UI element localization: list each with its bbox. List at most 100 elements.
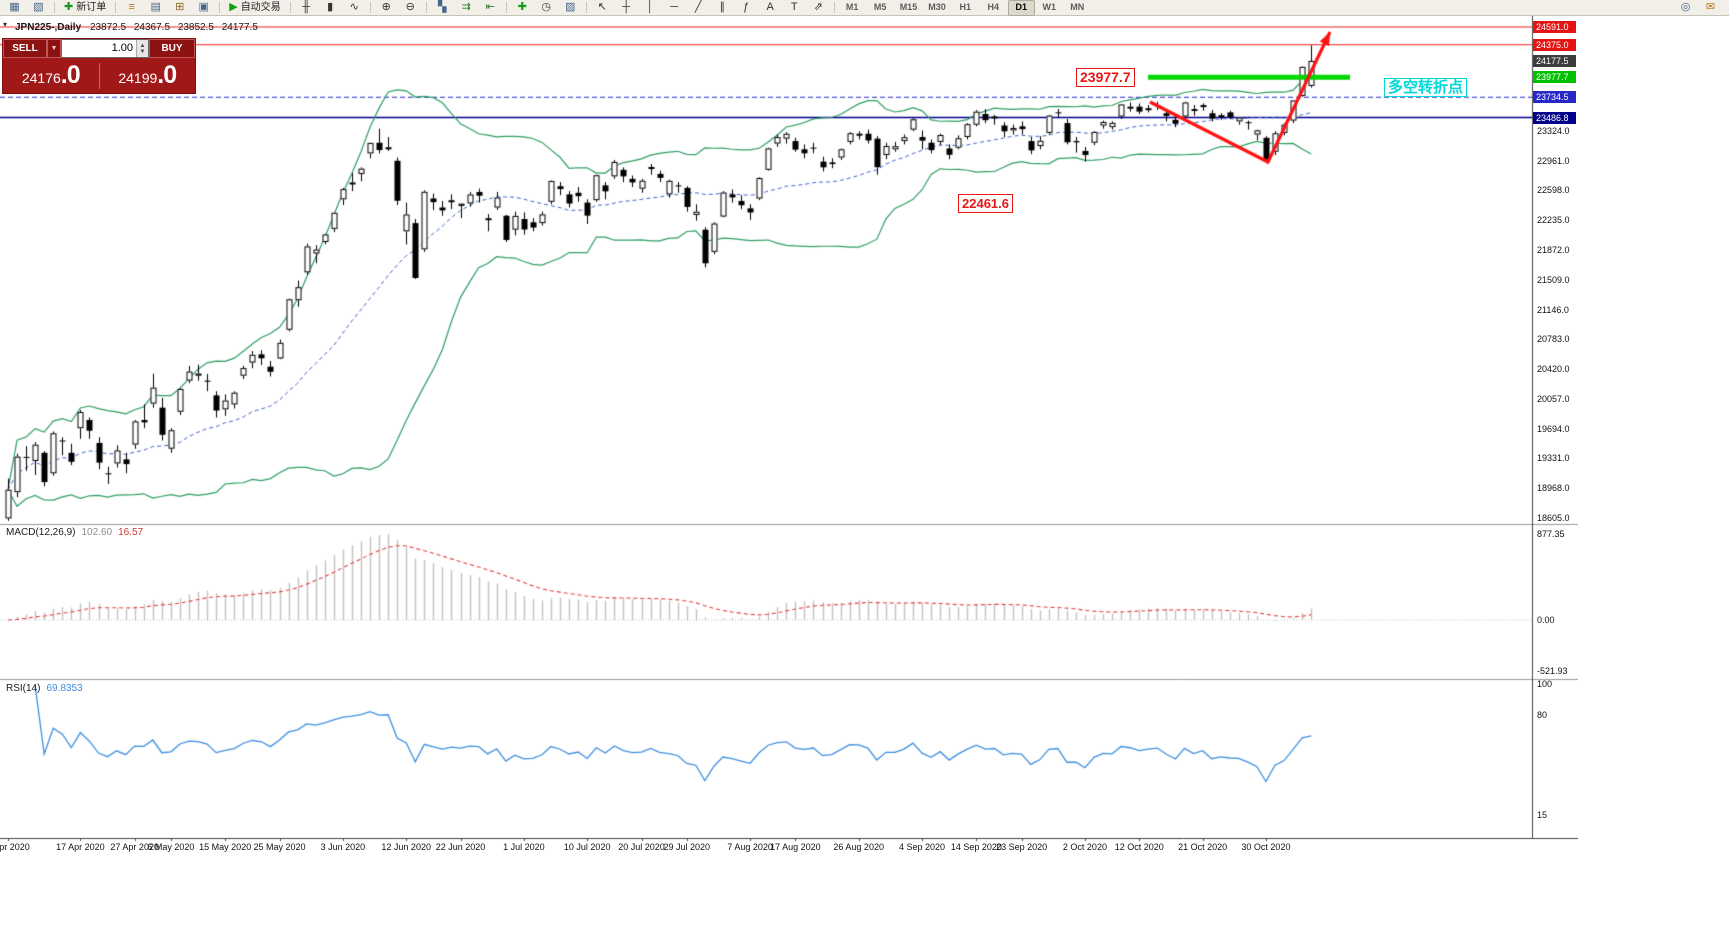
one-click-prices-row: 24176.0 24199.0	[3, 58, 195, 93]
toolbar-separator	[219, 2, 221, 13]
timeframe-h4-button[interactable]: H4	[987, 2, 999, 12]
community-button[interactable]: ✉	[1699, 0, 1722, 16]
price-axis-label: 22235.0	[1537, 215, 1570, 226]
fibonacci-button[interactable]: ƒ	[735, 0, 758, 16]
price-axis-label: 21146.0	[1537, 304, 1569, 315]
price-axis-label: 21509.0	[1537, 274, 1570, 285]
toolbar-separator	[369, 2, 371, 13]
timeframe-m5-button[interactable]: M5	[873, 2, 887, 12]
zoom-out-button[interactable]: ⊖	[399, 0, 422, 16]
data-window-button[interactable]: ▤	[144, 0, 167, 16]
new-chart-button[interactable]: ▦	[3, 0, 26, 16]
rsi-name: RSI(14)	[6, 683, 41, 694]
buy-button[interactable]: BUY	[149, 39, 195, 58]
search-icon: ◎	[1680, 1, 1691, 13]
label-button[interactable]: T	[783, 0, 806, 16]
crosshair-button[interactable]: ┼	[615, 0, 638, 16]
timeframe-d1-button[interactable]: D1	[1007, 0, 1035, 16]
resistance-price-label[interactable]: 23977.7	[1076, 68, 1135, 87]
support-price-label[interactable]: 22461.6	[958, 194, 1013, 213]
zoom-in-button[interactable]: ⊕	[375, 0, 398, 16]
label-icon: T	[790, 1, 798, 13]
volume-spinner[interactable]: ▲ ▼	[136, 40, 148, 57]
auto-scroll-icon: ⇉	[461, 1, 471, 13]
navigator-button[interactable]: ⊞	[168, 0, 191, 16]
price-axis-label: 19331.0	[1537, 453, 1570, 464]
cursor-button[interactable]: ↖	[591, 0, 614, 16]
candlestick-chart-button[interactable]: ▮	[319, 0, 342, 16]
one-click-trading-panel: SELL ▼ 1.00 ▲ ▼ BUY 24176.0 24199.0	[2, 38, 196, 94]
search-button[interactable]: ◎	[1674, 0, 1697, 16]
vertical-line-button[interactable]: │	[639, 0, 662, 16]
profiles-button[interactable]: ▧	[27, 0, 50, 16]
buy-price[interactable]: 24199.0	[118, 61, 177, 89]
date-axis-label: 22 Jun 2020	[435, 842, 486, 852]
tile-windows-button[interactable]: ▚	[431, 0, 454, 16]
date-axis-label: 30 Oct 2020	[1241, 842, 1291, 852]
timeframe-w1-button[interactable]: W1	[1042, 2, 1056, 12]
text-button[interactable]: A	[759, 0, 782, 16]
toolbar-separator	[289, 2, 291, 13]
date-axis-label: 4 Sep 2020	[899, 842, 946, 852]
turning-point-label[interactable]: 多空转折点	[1384, 78, 1468, 97]
timeframe-mn-button[interactable]: MN	[1070, 2, 1085, 12]
timeframe-m1-button[interactable]: M1	[845, 2, 859, 12]
volume-value[interactable]: 1.00	[111, 42, 133, 54]
trendline-icon: ╱	[694, 1, 702, 13]
candlestick-chart-icon: ▮	[327, 1, 334, 13]
sell-button[interactable]: SELL	[3, 39, 47, 58]
new-order-button[interactable]: ✚ 新订单	[59, 0, 111, 16]
bar-chart-icon: ╫	[302, 1, 311, 13]
horizontal-line-icon: ─	[670, 1, 679, 13]
spinner-up-icon[interactable]: ▲	[139, 42, 146, 49]
chart-shift-button[interactable]: ⇤	[479, 0, 502, 16]
auto-scroll-button[interactable]: ⇉	[455, 0, 478, 16]
date-axis-label: 7 Apr 2020	[0, 842, 30, 852]
new-order-button: ✚	[64, 1, 74, 13]
line-chart-button[interactable]: ∿	[343, 0, 366, 16]
sell-price[interactable]: 24176.0	[21, 61, 81, 89]
timeframe-m15-button[interactable]: M15	[899, 2, 918, 12]
date-axis-label: 7 Aug 2020	[727, 842, 773, 852]
terminal-button[interactable]: ▣	[192, 0, 215, 16]
price-tag: 23977.7	[1533, 71, 1576, 84]
templates-button[interactable]: ▨	[559, 0, 582, 16]
price-tag: 24591.0	[1533, 21, 1576, 33]
toolbar-separator	[54, 2, 55, 13]
date-axis-label: 15 May 2020	[199, 842, 252, 852]
price-tag: 24375.0	[1533, 38, 1576, 51]
rsi-indicator-label: RSI(14) 69.8353	[6, 683, 83, 694]
price-axis-label: 18605.0	[1537, 513, 1570, 523]
bar-chart-button[interactable]: ╫	[295, 0, 318, 16]
toolbar-separator	[425, 2, 427, 13]
timeframe-m30-button[interactable]: M30	[928, 2, 946, 12]
trendline-button[interactable]: ╱	[687, 0, 710, 16]
volume-field[interactable]: 1.00 ▲ ▼	[61, 39, 149, 58]
indicators-button[interactable]: ✚	[511, 0, 534, 16]
horizontal-line-button[interactable]: ─	[663, 0, 686, 16]
one-click-collapse-icon[interactable]: ▾	[3, 20, 8, 29]
chart-open-value: 23872.5	[89, 22, 127, 33]
date-axis-label: 6 May 2020	[147, 842, 195, 852]
rsi-axis-label: 15	[1537, 809, 1548, 820]
text-icon: A	[766, 1, 774, 13]
price-tag: 23734.5	[1533, 91, 1576, 104]
autotrading-button[interactable]: ▶ 自动交易	[224, 0, 285, 16]
channel-button[interactable]: ∥	[711, 0, 734, 16]
toolbar-separator	[505, 2, 507, 13]
price-axis-label: 18968.0	[1537, 483, 1570, 494]
chart-low-value: 23852.5	[177, 22, 214, 33]
templates-icon: ▨	[564, 1, 576, 13]
indicators-icon: ✚	[517, 1, 527, 13]
periods-button[interactable]: ◷	[535, 0, 558, 16]
price-chart-canvas[interactable]	[0, 16, 1578, 861]
date-axis-label: 27 Apr 2020	[110, 842, 159, 852]
price-axis-label: 22598.0	[1537, 185, 1570, 196]
macd-axis-label: 877.35	[1537, 529, 1565, 539]
spinner-down-icon[interactable]: ▼	[139, 48, 146, 55]
chart-close-value: 24177.5	[221, 22, 258, 33]
timeframe-h1-button[interactable]: H1	[959, 2, 971, 12]
arrows-button[interactable]: ⇗	[807, 0, 830, 16]
market-watch-button[interactable]: ≡	[120, 0, 143, 16]
volume-preset-dropdown[interactable]: ▼	[47, 39, 61, 58]
